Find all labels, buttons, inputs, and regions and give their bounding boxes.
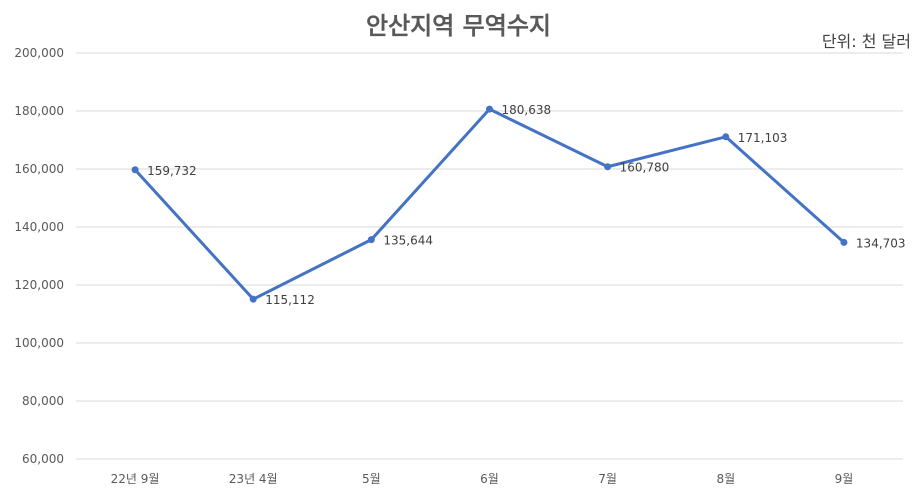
y-tick-label: 160,000 — [14, 162, 64, 176]
x-tick-label: 7월 — [598, 472, 617, 486]
gridlines — [76, 52, 903, 460]
data-point — [604, 163, 612, 171]
data-label: 171,103 — [738, 131, 788, 145]
chart-title: 안산지역 무역수지 — [366, 12, 551, 40]
y-tick-label: 80,000 — [22, 394, 64, 408]
x-tick-label: 5월 — [362, 472, 381, 486]
x-tick-label: 9월 — [835, 472, 854, 486]
x-tick-label: 8월 — [716, 472, 735, 486]
data-point — [840, 238, 848, 246]
data-point — [486, 105, 493, 113]
series-line-group: 159,732 115,112 135,644 180,638 160,780 171,1… — [131, 103, 906, 307]
y-tick-label: 60,000 — [22, 452, 64, 466]
data-point — [131, 166, 139, 174]
y-tick-label: 120,000 — [14, 278, 64, 292]
data-label: 115,112 — [265, 293, 315, 307]
data-label: 135,644 — [383, 234, 433, 248]
y-axis-ticks: 60,000 80,000 100,000 120,000 140,000 160,000… — [14, 46, 64, 466]
y-tick-label: 100,000 — [14, 336, 64, 350]
x-tick-label: 23년 4월 — [229, 472, 278, 486]
data-point — [367, 236, 375, 244]
y-tick-label: 200,000 — [14, 46, 64, 60]
data-label: 159,732 — [147, 164, 197, 178]
y-tick-label: 180,000 — [14, 104, 64, 118]
data-label: 134,703 — [856, 236, 906, 250]
data-point — [249, 295, 257, 303]
y-tick-label: 140,000 — [14, 220, 64, 234]
data-point — [722, 133, 730, 141]
x-tick-label: 6월 — [480, 472, 499, 486]
data-label: 180,638 — [502, 103, 552, 117]
x-tick-label: 22년 9월 — [111, 472, 160, 486]
unit-label: 단위: 천 달러 — [821, 32, 911, 51]
x-axis-ticks: 22년 9월 23년 4월 5월 6월 7월 8월 9월 — [111, 472, 854, 486]
data-label: 160,780 — [620, 161, 670, 175]
